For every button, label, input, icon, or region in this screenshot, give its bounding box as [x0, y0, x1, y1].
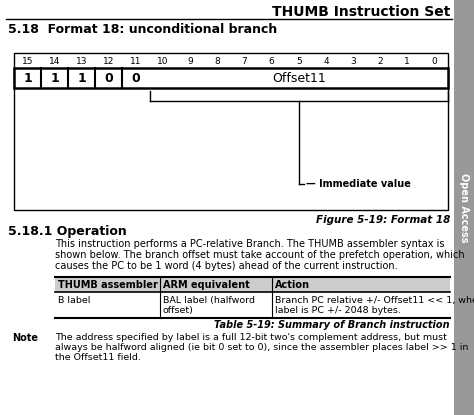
Text: causes the PC to be 1 word (4 bytes) ahead of the current instruction.: causes the PC to be 1 word (4 bytes) ahe… [55, 261, 398, 271]
Text: 1: 1 [404, 58, 410, 66]
Text: 5: 5 [296, 58, 301, 66]
Text: the Offset11 field.: the Offset11 field. [55, 353, 141, 362]
Text: This instruction performs a PC-relative Branch. The THUMB assembler syntax is: This instruction performs a PC-relative … [55, 239, 445, 249]
Text: Branch PC relative +/- Offset11 << 1, where: Branch PC relative +/- Offset11 << 1, wh… [275, 296, 474, 305]
Text: 1: 1 [77, 71, 86, 85]
Text: 7: 7 [242, 58, 247, 66]
Text: Figure 5-19: Format 18: Figure 5-19: Format 18 [316, 215, 450, 225]
Text: 8: 8 [215, 58, 220, 66]
Bar [14, 68, 448, 88]
Text: B label: B label [58, 296, 91, 305]
Text: Open Access: Open Access [459, 173, 469, 242]
Text: Note: Note [12, 333, 38, 343]
Text: 0: 0 [105, 71, 113, 85]
Text: 9: 9 [187, 58, 193, 66]
Text: 13: 13 [76, 58, 88, 66]
Text: 11: 11 [130, 58, 142, 66]
Text: BAL label (halfword: BAL label (halfword [163, 296, 255, 305]
Text: THUMB Instruction Set: THUMB Instruction Set [272, 5, 450, 19]
Text: Action: Action [275, 279, 310, 290]
Text: always be halfword aligned (ie bit 0 set to 0), since the assembler places label: always be halfword aligned (ie bit 0 set… [55, 343, 468, 352]
Text: 3: 3 [350, 58, 356, 66]
Text: THUMB assembler: THUMB assembler [58, 279, 158, 290]
Text: 1: 1 [23, 71, 32, 85]
Text: shown below. The branch offset must take account of the prefetch operation, whic: shown below. The branch offset must take… [55, 250, 465, 260]
Bar [14, 53, 448, 210]
Text: — Immediate value: — Immediate value [306, 179, 410, 189]
Text: label is PC +/- 2048 bytes.: label is PC +/- 2048 bytes. [275, 306, 401, 315]
Bar [55, 277, 450, 292]
Text: 10: 10 [157, 58, 169, 66]
Text: 1: 1 [50, 71, 59, 85]
Text: 12: 12 [103, 58, 115, 66]
Text: The address specified by label is a full 12-bit two's complement address, but mu: The address specified by label is a full… [55, 333, 447, 342]
Text: offset): offset) [163, 306, 194, 315]
Text: 5.18.1 Operation: 5.18.1 Operation [8, 225, 127, 238]
Bar [454, 0, 474, 415]
Text: 5.18  Format 18: unconditional branch: 5.18 Format 18: unconditional branch [8, 23, 277, 36]
Text: Offset11: Offset11 [272, 71, 326, 85]
Text: Table 5-19: Summary of Branch instruction: Table 5-19: Summary of Branch instructio… [214, 320, 450, 330]
Text: ARM equivalent: ARM equivalent [163, 279, 250, 290]
Text: 4: 4 [323, 58, 329, 66]
Text: 6: 6 [269, 58, 274, 66]
Text: 0: 0 [431, 58, 438, 66]
Text: 14: 14 [49, 58, 60, 66]
Text: 0: 0 [132, 71, 140, 85]
Text: 15: 15 [22, 58, 33, 66]
Text: 2: 2 [377, 58, 383, 66]
